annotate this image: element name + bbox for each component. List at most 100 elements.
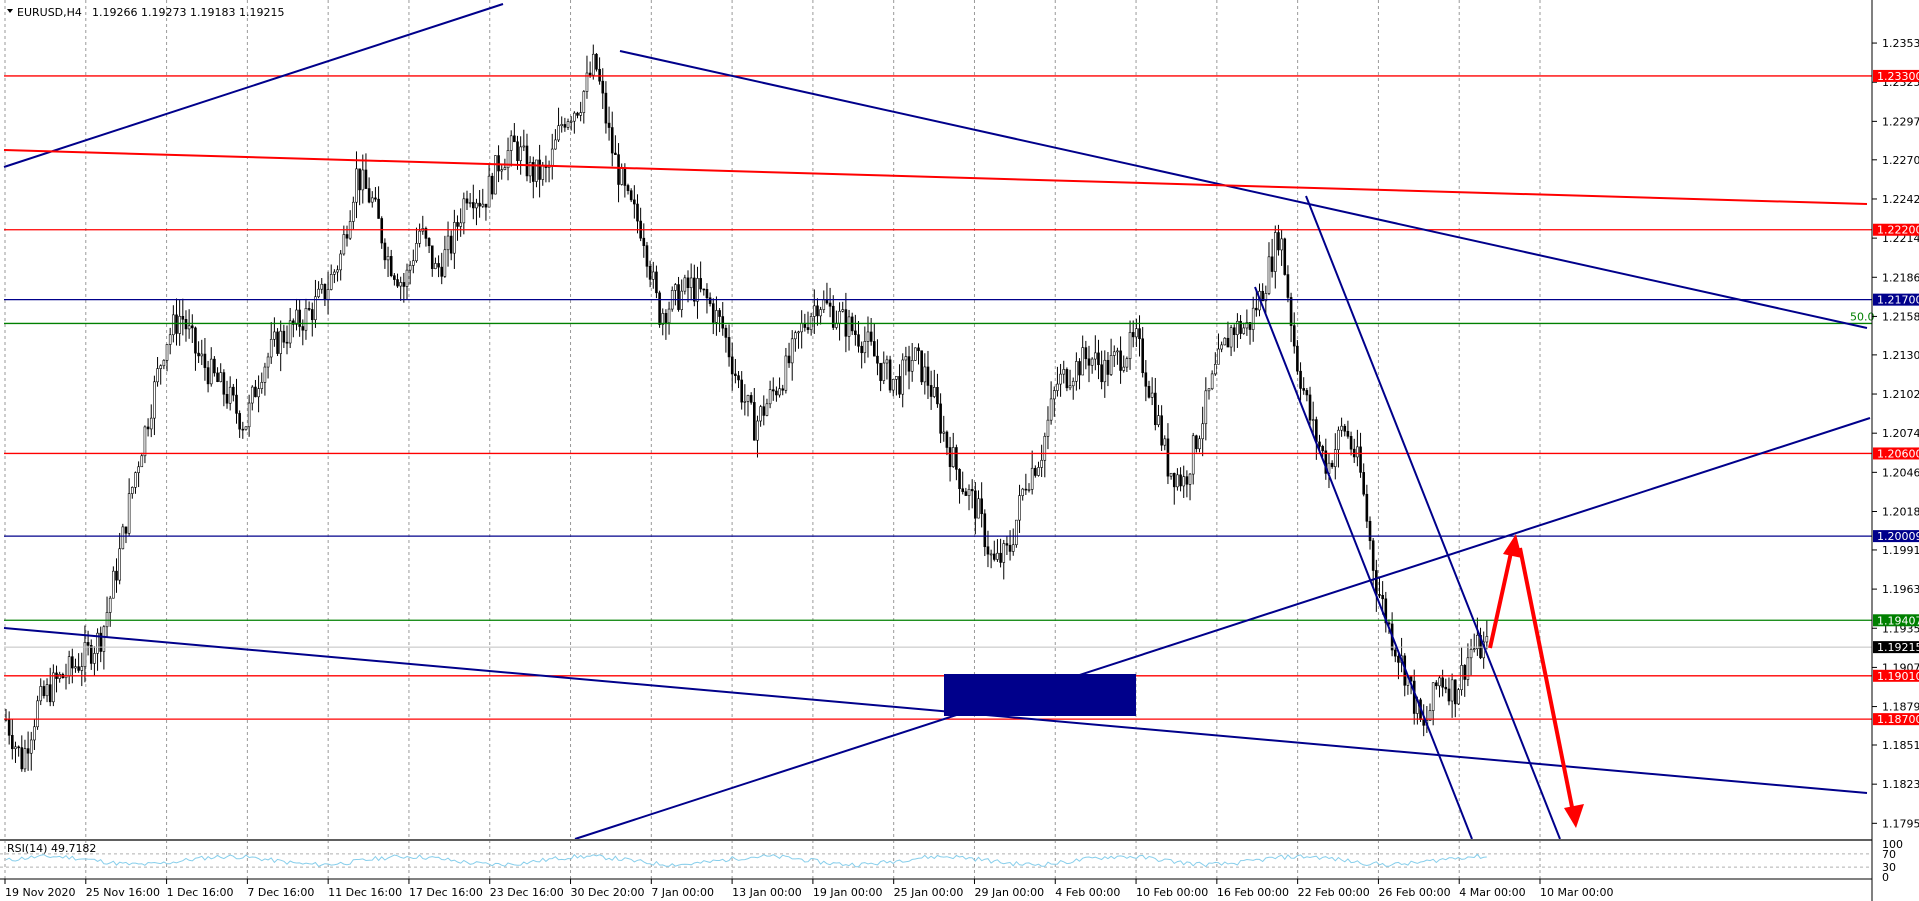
candle-body	[99, 632, 103, 652]
candle-body	[434, 263, 437, 269]
candle-body	[730, 356, 734, 375]
candle-body	[266, 356, 270, 368]
candle-body	[1308, 394, 1312, 421]
candle-body	[749, 395, 753, 403]
candle-body	[1163, 438, 1167, 446]
candle-body	[329, 274, 333, 290]
candle-body	[1302, 388, 1306, 391]
candle-body	[115, 570, 118, 581]
candle-body	[1135, 328, 1138, 338]
y-tick-label: 1.22420	[1882, 193, 1919, 206]
candle-body	[168, 334, 172, 345]
candle-body	[1191, 435, 1195, 475]
candle-body	[743, 400, 747, 403]
candle-body	[301, 326, 305, 331]
projection-arrows[interactable]	[1488, 534, 1584, 828]
candle-body	[1255, 307, 1258, 311]
candle-body	[607, 122, 611, 128]
channel-left-line[interactable]	[1254, 286, 1473, 840]
triangle-down-icon[interactable]	[7, 9, 13, 13]
candle-body	[895, 376, 898, 380]
candle-body	[945, 431, 949, 448]
candle-body	[1453, 679, 1457, 705]
trendlines[interactable]	[3, 3, 1871, 840]
x-tick-label: 16 Feb 00:00	[1217, 886, 1289, 899]
candle-body	[626, 185, 630, 191]
main-down-trendline[interactable]	[619, 50, 1868, 329]
candle-body	[29, 739, 33, 754]
level-label-text: 1.23300	[1877, 70, 1919, 83]
candle-body	[228, 386, 232, 404]
candle-body	[790, 338, 794, 364]
candle-body	[1002, 543, 1006, 563]
rsi-tick-label: 30	[1882, 861, 1896, 874]
candle-body	[734, 373, 737, 376]
candle-body	[1119, 350, 1122, 371]
y-tick-label: 1.22700	[1882, 154, 1919, 167]
rsi-tick-label: 0	[1882, 871, 1889, 884]
candle-body	[715, 310, 718, 323]
candle-body	[964, 491, 968, 496]
candle-body	[888, 359, 892, 391]
rising-trendline[interactable]	[574, 417, 1871, 840]
candle-body	[1207, 388, 1211, 392]
candle-body	[1015, 519, 1018, 546]
long-term-red-trendline[interactable]	[3, 149, 1868, 205]
candle-body	[1122, 366, 1126, 371]
level-label-bg	[1873, 530, 1919, 543]
candle-body	[992, 553, 996, 560]
candle-body	[1075, 361, 1078, 382]
price-axis[interactable]: 1.235351.232551.229751.227001.224201.221…	[1872, 37, 1919, 884]
candle-body	[1378, 594, 1381, 596]
time-axis[interactable]: 19 Nov 2020 25 Nov 16:00 1 Dec 16:00 7 Dec …	[4, 879, 1613, 899]
candle-body	[1333, 449, 1337, 467]
candle-body	[1412, 680, 1416, 714]
channel-right-line[interactable]	[1305, 195, 1561, 840]
candle-body	[813, 305, 816, 317]
lower-channel-trendline[interactable]	[3, 627, 1868, 794]
candle-body	[901, 359, 905, 395]
candle-body	[156, 368, 159, 383]
candle-body	[1371, 540, 1375, 571]
candle-body	[585, 72, 589, 92]
candle-body	[1384, 598, 1388, 624]
horizontal-levels: 50.0	[4, 75, 1875, 720]
candle-body	[45, 684, 49, 697]
candle-body	[178, 315, 181, 334]
candle-body	[412, 260, 415, 266]
candle-body	[753, 402, 756, 441]
candle-body	[1229, 327, 1233, 348]
candle-body	[184, 318, 188, 330]
candle-body	[1428, 710, 1432, 721]
candle-body	[936, 387, 939, 405]
candle-body	[459, 222, 462, 227]
candle-body	[1172, 472, 1176, 488]
candle-body	[1166, 438, 1170, 477]
candle-body	[951, 447, 955, 467]
upper-left-trendline[interactable]	[3, 3, 504, 168]
candle-body	[159, 365, 163, 369]
candle-body	[1431, 682, 1435, 711]
candle-body	[614, 152, 617, 155]
level-label-text: 1.19407	[1877, 614, 1919, 627]
candle-body	[1318, 441, 1321, 447]
candle-body	[1037, 467, 1040, 476]
candle-body	[124, 526, 128, 534]
candle-body	[23, 748, 27, 770]
candle-body	[225, 393, 229, 404]
candle-body	[1112, 351, 1116, 356]
candle-body	[285, 341, 289, 344]
candle-body	[190, 325, 194, 329]
candle-body	[93, 653, 96, 664]
candle-body	[929, 385, 933, 397]
candle-body	[304, 308, 308, 331]
candle-body	[1103, 359, 1107, 383]
rsi-tick-label: 70	[1882, 848, 1896, 861]
candle-body	[453, 222, 456, 254]
candle-body	[566, 121, 570, 128]
candle-body	[1141, 338, 1144, 374]
candle-body	[194, 327, 197, 354]
candle-body	[1214, 363, 1217, 375]
demand-zone-rectangle[interactable]	[944, 674, 1136, 716]
